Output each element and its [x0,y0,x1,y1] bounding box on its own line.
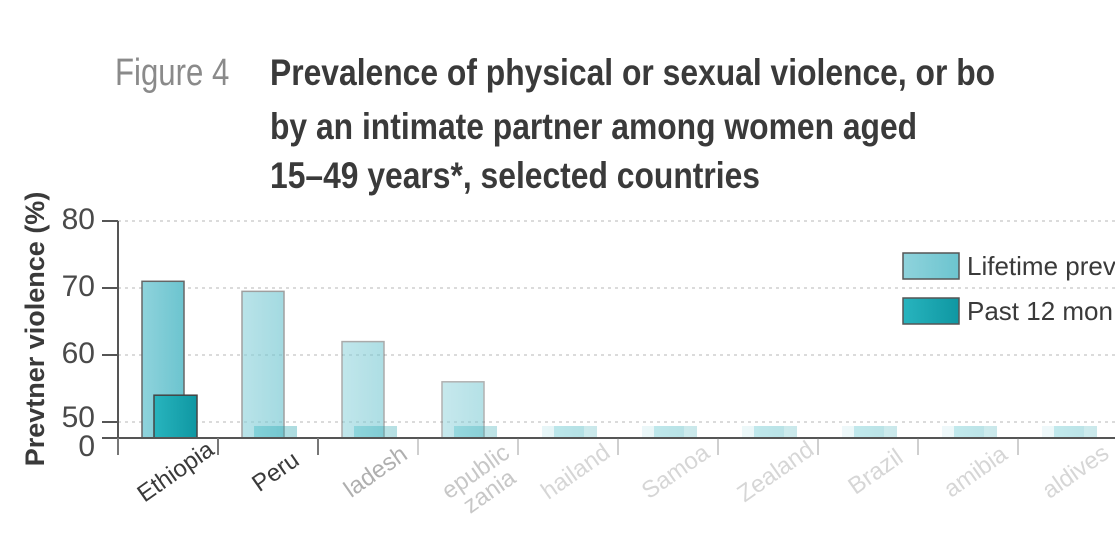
lifetime-bar [241,290,285,439]
x-category-label: hailand [536,439,615,506]
x-category-label: aldives [1037,439,1114,504]
chart-title-line-2: by an intimate partner among women aged [270,106,918,147]
x-category-label: ladesh [339,441,412,504]
y-axis-label: Prevtner violence (%) [20,192,50,467]
lifetime-bar [341,340,385,439]
past12-bar [954,426,997,438]
chart-title-line-3: 15–49 years*, selected countries [270,155,760,196]
y-tick-label: 50 [62,401,95,434]
y-tick-label: 60 [62,337,95,370]
past12-bar [554,426,597,438]
past12-bar [754,426,797,438]
past12-bar [1054,426,1097,438]
x-category-label: Brazil [843,444,908,501]
figure-label: Figure 4 [115,52,230,94]
y-tick-label: 70 [62,270,95,303]
legend-label-past12: Past 12 mon [967,296,1113,326]
past12-bar [454,426,497,438]
x-category-label: Zealand [732,436,819,508]
chart-title-line-1: Prevalence of physical or sexual violenc… [270,52,996,93]
past12-bar [854,426,897,438]
y-tick-label: 80 [62,203,95,236]
past12-bar [254,426,297,438]
legend-swatch-past12 [902,297,960,325]
past12-bar [153,394,198,439]
past12-bar [654,426,697,438]
x-category-label: Samoa [637,439,715,505]
x-category-label: Peru [247,446,304,497]
legend-swatch-lifetime [902,252,960,280]
x-category-label: epubliczania [437,439,529,524]
y-tick-label: 0 [78,430,95,463]
legend-label-lifetime: Lifetime prev [967,251,1115,281]
past12-bar [354,426,397,438]
x-category-label: amibia [939,440,1013,503]
x-category-label: Ethiopia [132,436,219,508]
